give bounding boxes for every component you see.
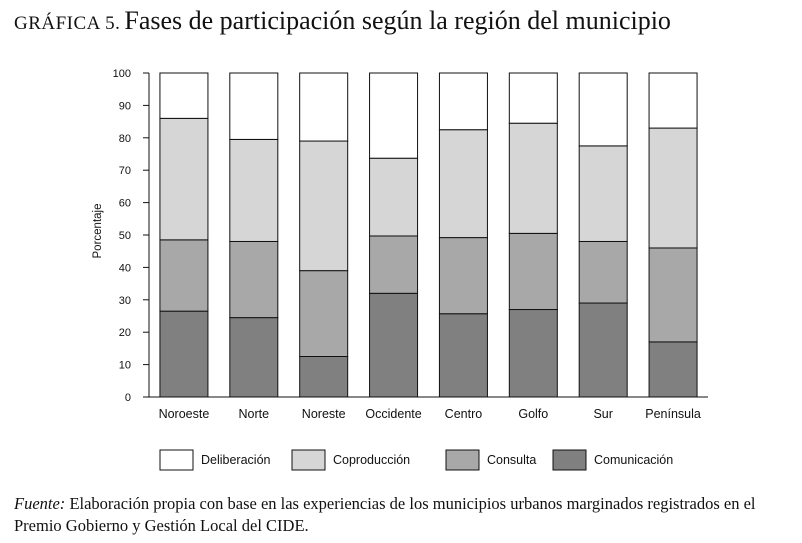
x-category-label: Norte: [239, 407, 270, 421]
bar-stack-occidente: [369, 72, 419, 398]
bar-segment-comunicacion: [369, 292, 419, 398]
bar-stack-golfo: [508, 72, 558, 398]
bar-segment-coproduccion: [299, 140, 349, 272]
legend-label: Coproducción: [333, 453, 410, 467]
bar-segment-consulta: [299, 270, 349, 358]
y-tick-label: 50: [119, 230, 131, 242]
legend-item-consulta: Consulta: [445, 449, 536, 471]
x-category-label: Sur: [593, 407, 612, 421]
bar-segment-deliberacion: [229, 72, 279, 140]
bar-segment-comunicacion: [159, 310, 209, 398]
bar-segment-consulta: [438, 237, 488, 315]
bars: [159, 72, 698, 398]
bar-segment-consulta: [229, 240, 279, 319]
chart-title: GRÁFICA 5. Fases de participación según …: [14, 6, 671, 36]
y-axis-title: Porcentaje: [92, 204, 104, 259]
bar-segment-deliberacion: [578, 72, 628, 147]
y-tick-label: 0: [125, 392, 131, 404]
x-category-label: Occidente: [365, 407, 421, 421]
y-axis-ticks: 0 10 20 30 40 50 60 70 80 90 100: [113, 68, 149, 404]
bar-segment-deliberacion: [369, 72, 419, 159]
source-note: Fuente: Elaboración propia con base en l…: [14, 493, 794, 537]
y-tick-label: 90: [119, 100, 131, 112]
legend: Deliberación Coproducción Consulta Comunica…: [159, 449, 673, 471]
bar-segment-consulta: [578, 240, 628, 304]
stacked-bar-chart: Porcentaje 0 10 20 30 40 50 60 70 80 90 100 Noroes…: [92, 68, 708, 471]
y-tick-label: 100: [113, 68, 131, 80]
bar-segment-deliberacion: [438, 72, 488, 131]
bar-segment-comunicacion: [508, 309, 558, 398]
y-tick-label: 70: [119, 165, 131, 177]
bar-stack-noreste: [299, 72, 349, 398]
bar-stack-peninsula: [648, 72, 698, 398]
legend-label: Comunicación: [594, 453, 673, 467]
legend-swatch: [445, 449, 480, 471]
bar-stack-centro: [438, 72, 488, 398]
bar-segment-deliberacion: [648, 72, 698, 129]
y-tick-label: 40: [119, 262, 131, 274]
legend-item-coproduccion: Coproducción: [291, 449, 410, 471]
y-axis-title-group: Porcentaje: [92, 204, 104, 259]
y-tick-label: 10: [119, 360, 131, 372]
bar-segment-coproduccion: [369, 157, 419, 237]
bar-stack-noroeste: [159, 72, 209, 398]
chart-title-prefix: GRÁFICA 5.: [14, 13, 121, 34]
bar-segment-coproduccion: [438, 129, 488, 239]
legend-item-deliberacion: Deliberación: [159, 449, 271, 471]
bar-segment-consulta: [369, 235, 419, 294]
source-text: Elaboración propia con base en las exper…: [14, 494, 756, 535]
legend-swatch: [159, 449, 194, 471]
x-category-label: Golfo: [518, 407, 548, 421]
legend-label: Consulta: [487, 453, 536, 467]
bar-segment-deliberacion: [299, 72, 349, 142]
bar-segment-consulta: [648, 247, 698, 343]
legend-label: Deliberación: [201, 453, 271, 467]
x-category-label: Noreste: [302, 407, 346, 421]
x-category-label: Noroeste: [159, 407, 210, 421]
bar-segment-comunicacion: [299, 356, 349, 398]
bar-stack-norte: [229, 72, 279, 398]
bar-segment-consulta: [508, 232, 558, 311]
legend-swatch: [552, 449, 587, 471]
x-category-label: Centro: [445, 407, 483, 421]
bar-segment-coproduccion: [508, 122, 558, 234]
source-label: Fuente:: [14, 494, 66, 513]
chart-title-main: Fases de participación según la región d…: [124, 6, 671, 35]
legend-swatch: [291, 449, 326, 471]
legend-item-comunicacion: Comunicación: [552, 449, 673, 471]
x-category-label: Península: [645, 407, 701, 421]
y-tick-label: 20: [119, 327, 131, 339]
axes: [148, 73, 708, 398]
y-tick-label: 60: [119, 198, 131, 210]
bar-segment-consulta: [159, 239, 209, 312]
category-labels: Noroeste Norte Noreste Occidente Centro Golfo…: [159, 407, 701, 421]
bar-segment-comunicacion: [648, 341, 698, 398]
bar-segment-coproduccion: [648, 127, 698, 249]
bar-stack-sur: [578, 72, 628, 398]
bar-segment-coproduccion: [578, 145, 628, 242]
bar-segment-coproduccion: [229, 138, 279, 242]
bar-segment-coproduccion: [159, 117, 209, 241]
bar-segment-comunicacion: [578, 302, 628, 398]
y-tick-label: 30: [119, 295, 131, 307]
bar-segment-comunicacion: [229, 317, 279, 398]
bar-segment-deliberacion: [159, 72, 209, 119]
bar-segment-deliberacion: [508, 72, 558, 124]
y-tick-label: 80: [119, 133, 131, 145]
bar-segment-comunicacion: [438, 313, 488, 398]
